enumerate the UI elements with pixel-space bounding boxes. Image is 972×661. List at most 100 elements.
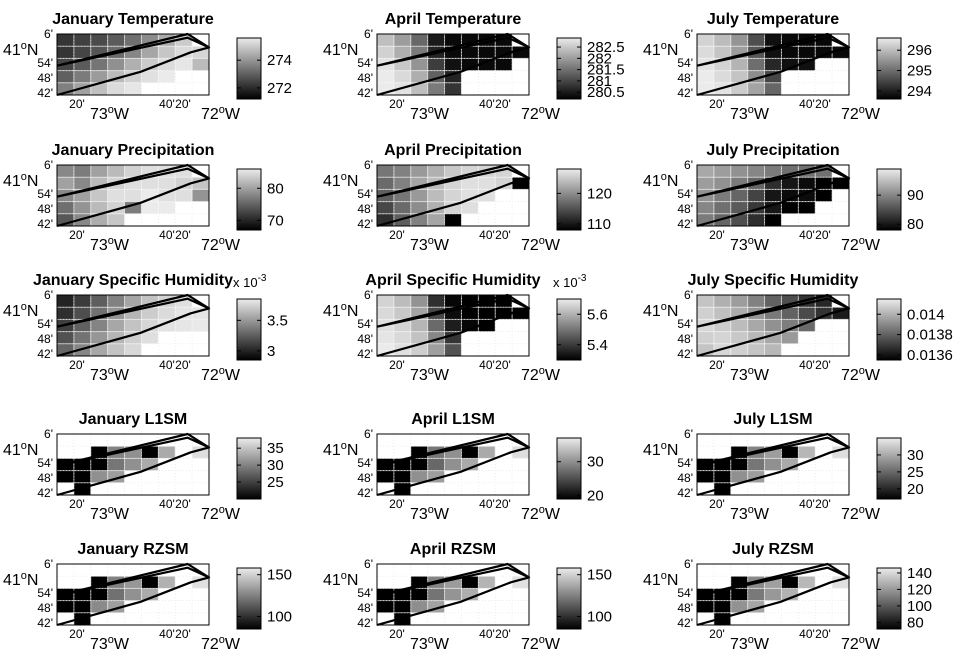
x-tick-label: 20' — [495, 358, 511, 372]
heatmap-cell — [73, 295, 91, 308]
heatmap-cell — [427, 458, 445, 471]
x-tick-label: 73oW — [90, 104, 130, 123]
heatmap-cell — [798, 189, 816, 202]
y-tick-label: 48' — [37, 202, 53, 216]
y-tick-label: 6' — [684, 557, 693, 571]
colorbar-tick-label: 280.5 — [587, 84, 625, 101]
axes-frame — [56, 563, 210, 626]
x-tick-label: 40' — [159, 228, 175, 242]
y-tick-label: 42' — [357, 616, 373, 630]
heatmap-cell — [747, 295, 765, 308]
heatmap-cell — [57, 307, 74, 320]
y-tick-label: 54' — [357, 317, 373, 331]
heatmap-cell — [713, 34, 731, 47]
heatmap-cell — [781, 331, 799, 344]
heatmap-cell — [90, 70, 108, 83]
heatmap-cell — [798, 177, 816, 190]
x-tick-label: 72oW — [521, 104, 561, 123]
y-tick-label: 6' — [44, 427, 53, 441]
heatmap-cell — [764, 295, 782, 308]
heatmap-cell — [90, 600, 108, 613]
heatmap-cell — [713, 600, 731, 613]
colorbar-tick-label: 282.5 — [587, 39, 625, 56]
y-tick-label: 48' — [357, 471, 373, 485]
colorbar-tick-label: 80 — [907, 216, 924, 233]
panel-title: April RZSM — [410, 541, 496, 558]
colorbar-tick-label: 30 — [267, 457, 284, 474]
y-tick-label: 42' — [677, 86, 693, 100]
colorbar-tick-label: 150 — [587, 567, 612, 584]
heatmap-cell — [158, 58, 176, 71]
y-tick-label: 42' — [37, 347, 53, 361]
heatmap-cell — [713, 470, 731, 483]
heatmap-cell — [798, 576, 816, 589]
heatmap-cell — [107, 189, 125, 202]
heatmap-cell — [158, 307, 176, 320]
x-tick-label: 72oW — [201, 365, 241, 384]
heatmap-cell — [478, 189, 496, 202]
x-tick-label: 73oW — [730, 104, 770, 123]
colorbar — [876, 37, 902, 100]
colorbar-tick-label: 0.014 — [907, 306, 945, 323]
boundary-line-south — [56, 576, 210, 627]
heatmap-cell — [57, 295, 74, 308]
axes-frame — [696, 33, 850, 96]
heatmap-cell — [410, 201, 428, 214]
heatmap-cell — [764, 58, 782, 71]
heatmap-cell — [461, 201, 479, 214]
heatmap-cell — [410, 458, 428, 471]
x-tick-label: 72oW — [521, 504, 561, 523]
x-tick-label: 20' — [175, 627, 191, 641]
heatmap-cell — [781, 201, 799, 214]
y-tick-label: 42' — [677, 347, 693, 361]
heatmap-cell — [90, 319, 108, 332]
heatmap-cell — [107, 588, 125, 601]
heatmap-cell — [57, 70, 74, 83]
heatmap-cell — [377, 307, 394, 320]
heatmap-cell — [393, 600, 411, 613]
y-tick-label: 41oN — [3, 171, 38, 190]
y-tick-label: 42' — [37, 616, 53, 630]
y-tick-label: 41oN — [643, 440, 678, 459]
y-tick-label: 54' — [37, 187, 53, 201]
x-tick-label: 20' — [709, 228, 725, 242]
x-tick-label: 73oW — [90, 235, 130, 254]
boundary-line-south — [56, 46, 210, 97]
x-tick-label: 72oW — [841, 235, 881, 254]
y-tick-label: 41oN — [3, 40, 38, 59]
heatmap-cell — [713, 201, 731, 214]
heatmap-cell — [697, 34, 714, 47]
y-tick-label: 54' — [677, 317, 693, 331]
heatmap-cell — [158, 576, 176, 589]
heatmap-cell — [141, 46, 159, 59]
panel-title: April Temperature — [385, 11, 522, 28]
heatmap-cell — [798, 446, 816, 459]
heatmap-cell — [461, 576, 479, 589]
heatmap-cell — [478, 576, 496, 589]
colorbar-tick-label: 110 — [587, 216, 611, 233]
x-tick-label: 73oW — [410, 634, 450, 653]
heatmap-cell — [141, 576, 159, 589]
y-tick-label: 42' — [357, 86, 373, 100]
panel-title: July L1SM — [733, 411, 812, 428]
colorbar-tick-label: 20 — [587, 488, 604, 505]
heatmap-cell — [747, 165, 765, 178]
heatmap-cell — [461, 177, 479, 190]
y-tick-label: 54' — [37, 317, 53, 331]
boundary-line-south — [376, 576, 530, 627]
x-tick-label: 20' — [815, 497, 831, 511]
heatmap-cell — [73, 70, 91, 83]
heatmap-cell — [495, 307, 513, 320]
heatmap-cell — [461, 46, 479, 59]
heatmap-cell — [713, 46, 731, 59]
heatmap-cell — [427, 319, 445, 332]
heatmap-cell — [57, 600, 74, 613]
x-tick-label: 20' — [389, 358, 405, 372]
y-tick-label: 54' — [357, 187, 373, 201]
heatmap-cell — [377, 201, 394, 214]
panel-title: July Specific Humidity — [688, 272, 859, 289]
